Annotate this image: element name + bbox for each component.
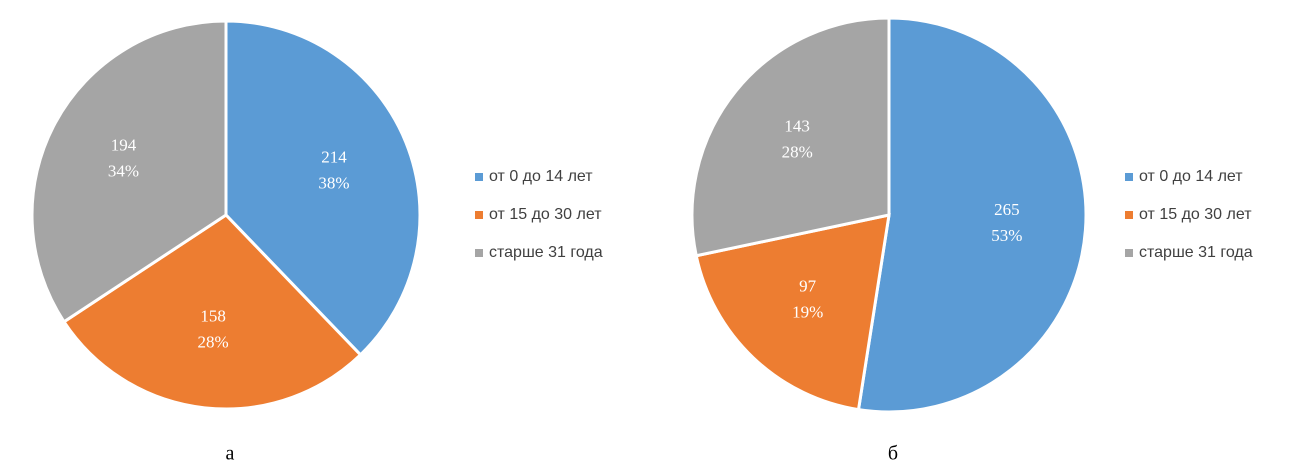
caption: б bbox=[888, 443, 898, 465]
pie-slice bbox=[30, 19, 228, 324]
data-label-value: 265 bbox=[994, 200, 1020, 219]
pie-slice bbox=[61, 213, 363, 411]
pie-slice bbox=[856, 16, 1088, 414]
legend-label: старше 31 года bbox=[1139, 244, 1253, 261]
data-label-percent: 19% bbox=[792, 303, 823, 322]
data-label-value: 194 bbox=[111, 136, 137, 155]
data-label-percent: 34% bbox=[108, 162, 139, 181]
legend-label: старше 31 года bbox=[489, 244, 603, 261]
data-label-percent: 38% bbox=[318, 173, 349, 192]
data-label-percent: 28% bbox=[782, 142, 813, 161]
legend-label: от 0 до 14 лет bbox=[489, 168, 593, 185]
legend-swatch bbox=[1125, 173, 1133, 181]
legend-label: от 15 до 30 лет bbox=[1139, 206, 1252, 223]
data-label-value: 214 bbox=[321, 147, 347, 166]
pie-slice bbox=[690, 16, 891, 258]
legend-label: от 15 до 30 лет bbox=[489, 206, 602, 223]
legend-swatch bbox=[1125, 249, 1133, 257]
legend-label: от 0 до 14 лет bbox=[1139, 168, 1243, 185]
data-label-value: 158 bbox=[200, 307, 226, 326]
legend-swatch bbox=[475, 211, 483, 219]
pie-slice bbox=[694, 213, 891, 412]
data-label-percent: 53% bbox=[991, 226, 1022, 245]
data-label-value: 143 bbox=[784, 116, 810, 135]
pie-slice bbox=[224, 19, 422, 357]
legend-swatch bbox=[1125, 211, 1133, 219]
caption: а bbox=[226, 443, 235, 465]
data-label-value: 97 bbox=[799, 277, 817, 296]
data-label-percent: 28% bbox=[198, 333, 229, 352]
legend-swatch bbox=[475, 173, 483, 181]
legend-swatch bbox=[475, 249, 483, 257]
